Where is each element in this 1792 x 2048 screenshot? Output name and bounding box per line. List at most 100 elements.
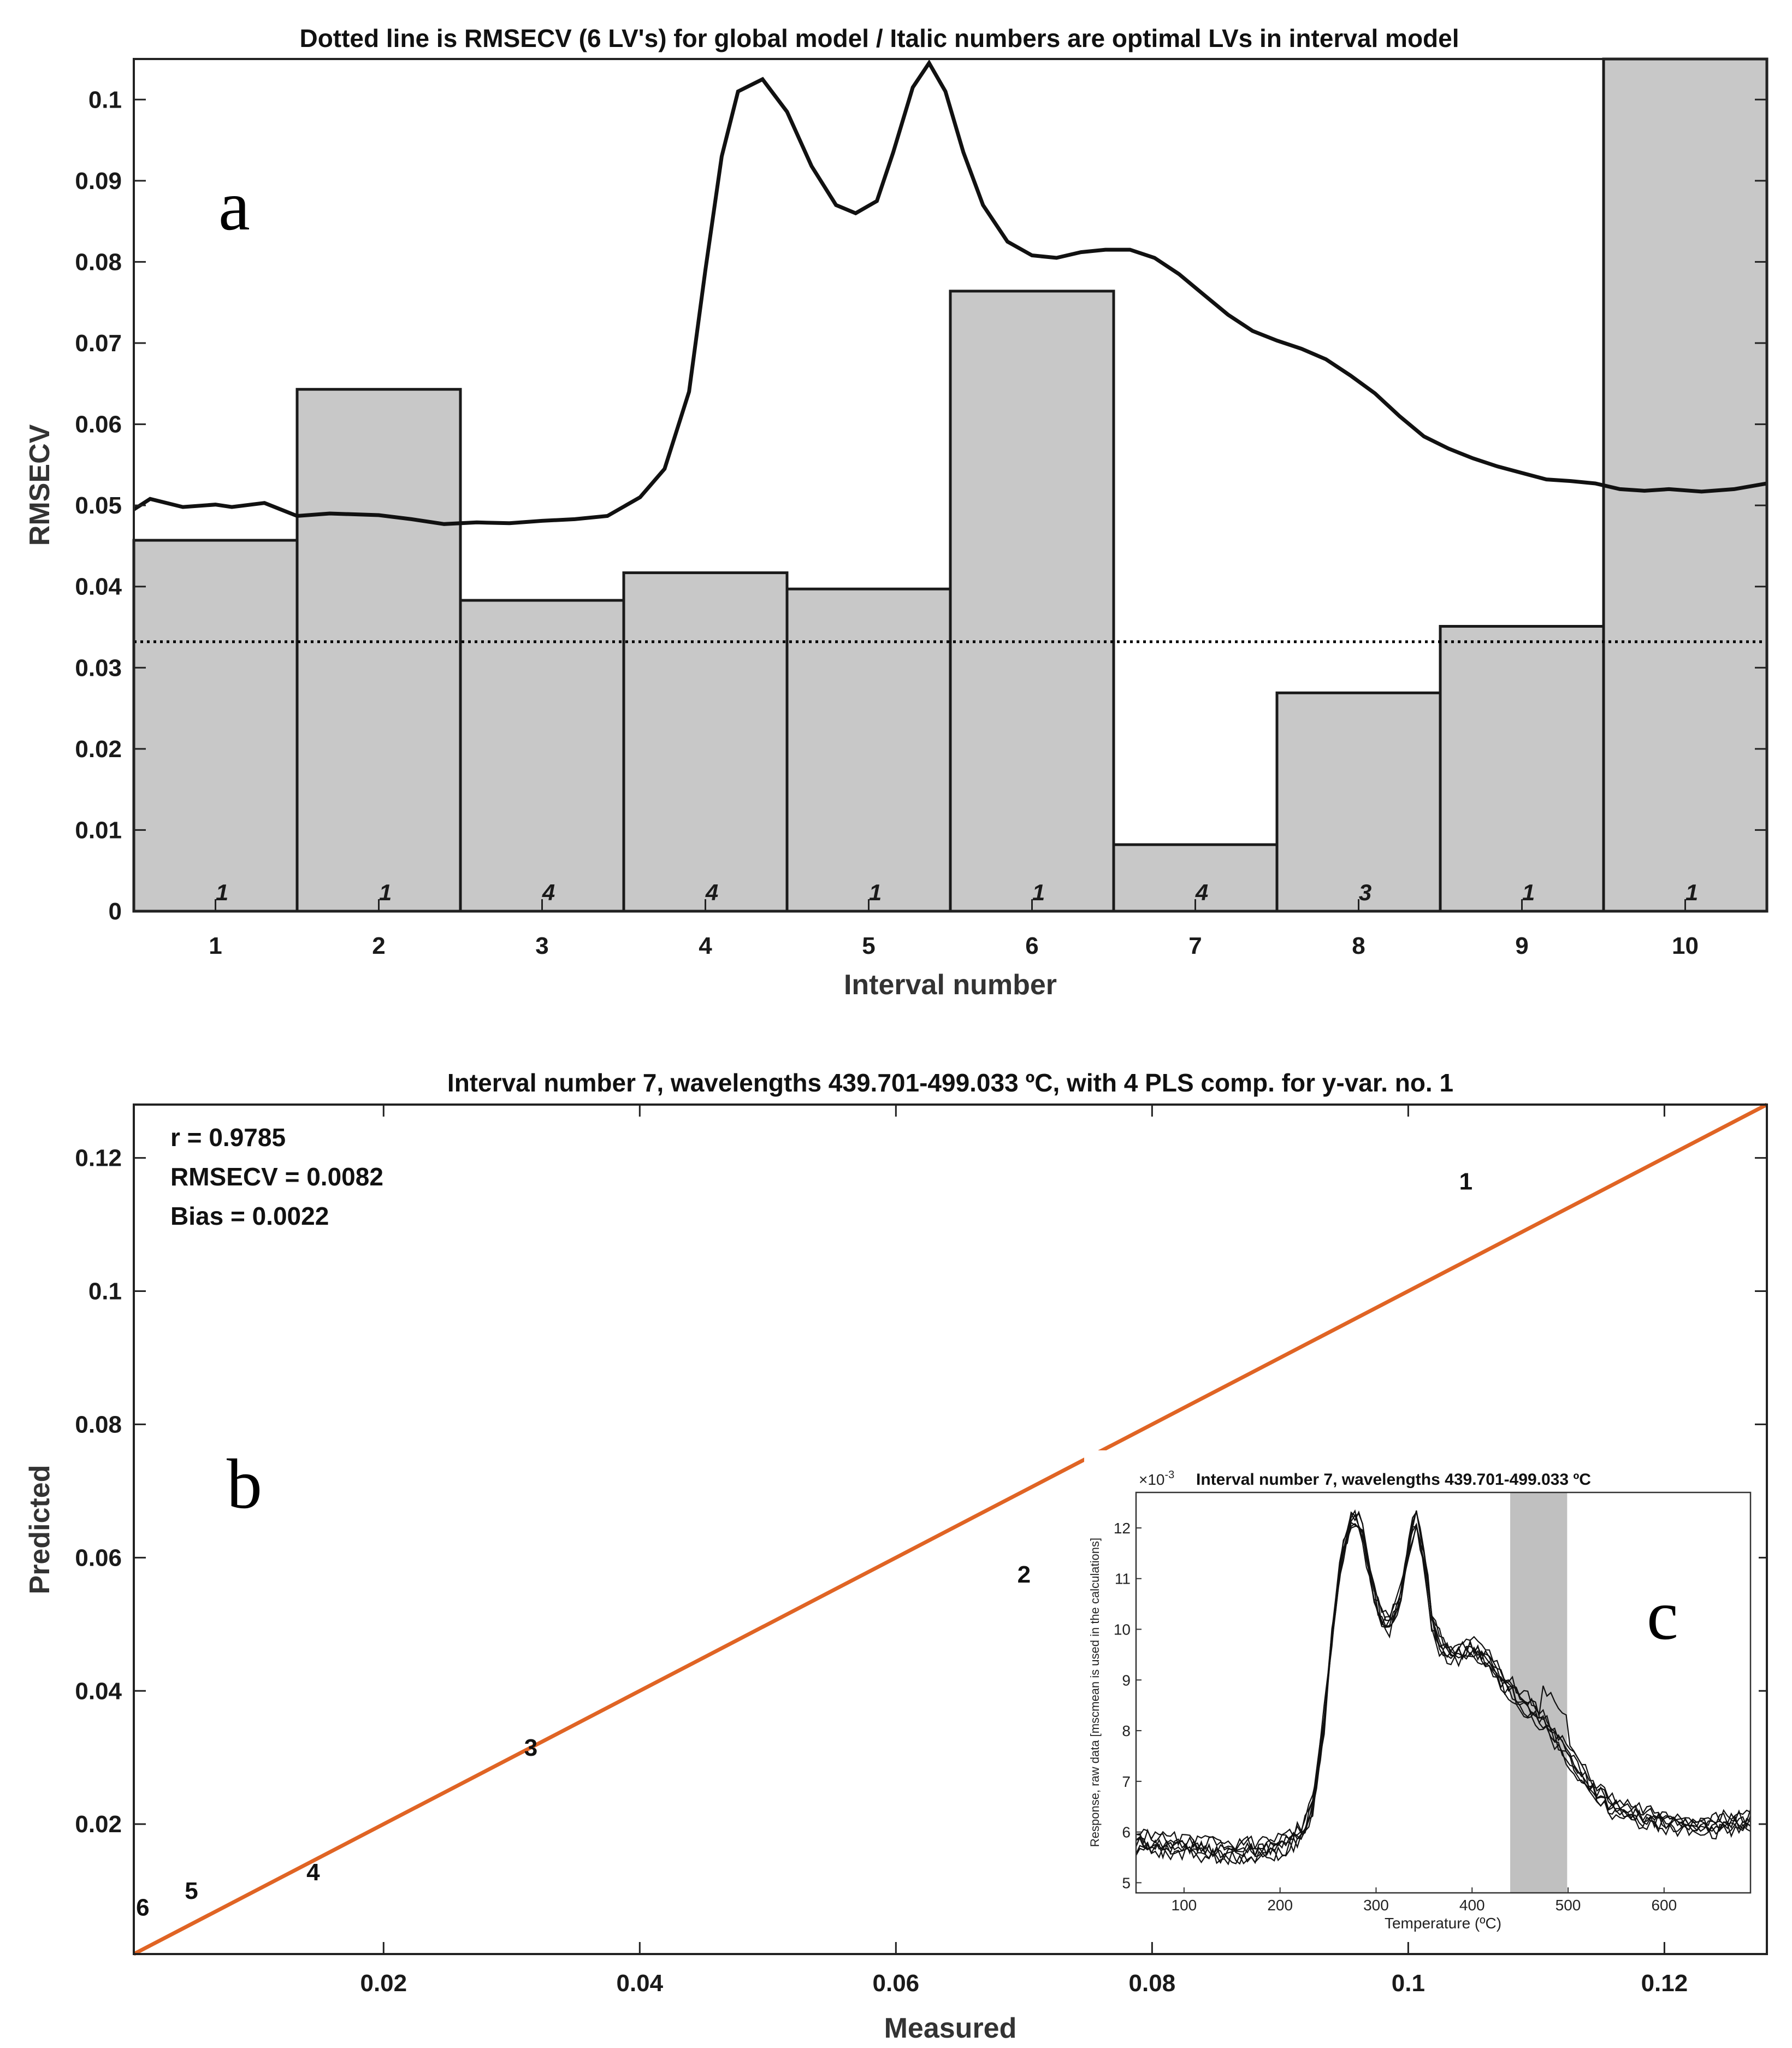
- spectrum-line-s6: [1135, 1522, 1751, 1865]
- spectrum-line-s2: [1135, 1510, 1752, 1860]
- mean-spectrum-line: [133, 59, 1767, 526]
- y-tick-label: 0.08: [75, 1411, 122, 1438]
- sample-point-4: 4: [306, 1859, 320, 1886]
- chart-c-ylabel: Response, raw data [mscmean is used in t…: [1088, 1538, 1102, 1847]
- chart-a-y-axis: 0 0.01 0.02 0.03 0.04 0.05 0.06 0.07 0.08 0.09 0.1: [75, 86, 1767, 925]
- sample-point-6: 6: [136, 1894, 149, 1921]
- sample-point-2: 2: [1018, 1561, 1031, 1588]
- chart-b-y-axis: 0.02 0.04 0.06 0.08 0.1 0.12: [75, 1145, 1767, 1838]
- x-tick-label: 3: [535, 932, 548, 959]
- chart-a: Dotted line is RMSECV (6 LV's) for globa…: [24, 24, 1769, 1001]
- lv-label: 1: [1685, 880, 1698, 905]
- lv-label: 4: [705, 880, 718, 905]
- bar-interval-8: [1275, 691, 1442, 913]
- y-tick-label: 0.04: [75, 574, 122, 600]
- x-tick-label: 400: [1459, 1897, 1485, 1914]
- bar-interval-3: [459, 599, 625, 913]
- lv-label: 1: [216, 880, 228, 905]
- x-tick-label: 2: [372, 932, 385, 959]
- chart-c-exponent-base: ×10: [1139, 1471, 1165, 1488]
- lv-label: 3: [1359, 880, 1371, 905]
- chart-a-ylabel: RMSECV: [24, 424, 56, 546]
- spectrum-line-s4: [1135, 1509, 1751, 1866]
- x-tick-label: 500: [1556, 1897, 1581, 1914]
- sample-point-5: 5: [185, 1878, 198, 1904]
- y-tick-label: 0.08: [75, 249, 122, 275]
- stat-rmsecv: RMSECV = 0.0082: [170, 1162, 383, 1191]
- chart-c-title: Interval number 7, wavelengths 439.701-4…: [1196, 1471, 1591, 1489]
- panel-label-b: b: [227, 1445, 262, 1524]
- x-tick-label: 100: [1172, 1897, 1197, 1914]
- lv-label: 4: [1195, 880, 1208, 905]
- x-tick-label: 9: [1515, 932, 1528, 959]
- y-tick-label: 8: [1122, 1722, 1131, 1739]
- y-tick-label: 0.12: [75, 1145, 122, 1172]
- bar-interval-2: [295, 388, 462, 913]
- panel-label-a: a: [218, 167, 250, 245]
- x-tick-label: 1: [209, 932, 222, 959]
- chart-c-y-axis: 5 6 7 8 9 10 11 12: [1114, 1520, 1142, 1891]
- x-tick-label: 200: [1267, 1897, 1293, 1914]
- y-tick-label: 0.01: [75, 817, 122, 843]
- lv-label: 1: [869, 880, 882, 905]
- chart-c-exponent-power: -3: [1165, 1469, 1175, 1481]
- x-tick-label: 0.08: [1129, 1970, 1176, 1997]
- x-tick-label: 0.1: [1392, 1970, 1425, 1997]
- chart-b-ylabel: Predicted: [24, 1465, 56, 1595]
- bar-interval-9: [1439, 625, 1605, 913]
- y-tick-label: 10: [1114, 1621, 1131, 1638]
- spectrum-line-s7: [1135, 1510, 1751, 1851]
- y-tick-label: 0: [109, 898, 122, 925]
- y-tick-label: 0.02: [75, 1811, 122, 1838]
- chart-c-background: [1084, 1450, 1759, 1934]
- chart-a-lv-labels: 1 1 4 4 1 1 4 3 1 1: [216, 880, 1698, 905]
- spectrum-line-s5: [1135, 1521, 1752, 1851]
- y-tick-label: 0.06: [75, 1544, 122, 1571]
- spectrum-line-s1: [1135, 1514, 1751, 1859]
- chart-a-title: Dotted line is RMSECV (6 LV's) for globa…: [299, 24, 1459, 52]
- x-tick-label: 8: [1352, 932, 1365, 959]
- x-tick-label: 7: [1188, 932, 1202, 959]
- chart-c: Interval number 7, wavelengths 439.701-4…: [1084, 1450, 1759, 1934]
- y-tick-label: 0.07: [75, 330, 122, 357]
- bar-interval-10: [1602, 57, 1769, 913]
- x-tick-label: 0.12: [1641, 1970, 1688, 1997]
- chart-b-frame: [133, 1103, 1768, 1955]
- chart-b: Interval number 7, wavelengths 439.701-4…: [24, 1069, 1768, 2044]
- x-tick-label: 4: [699, 932, 712, 959]
- chart-c-spectra: [1135, 1509, 1752, 1866]
- y-tick-label: 0.03: [75, 654, 122, 681]
- chart-c-xlabel: Temperature (ºC): [1385, 1915, 1501, 1932]
- x-tick-label: 300: [1363, 1897, 1389, 1914]
- chart-c-frame: [1135, 1491, 1752, 1894]
- selected-interval-band: [1510, 1492, 1568, 1893]
- chart-c-x-axis: 100 200 300 400 500 600: [1172, 1887, 1677, 1914]
- y-tick-label: 0.05: [75, 492, 122, 519]
- y-tick-label: 5: [1122, 1874, 1131, 1891]
- sample-point-3: 3: [524, 1734, 537, 1761]
- chart-a-frame: [133, 58, 1768, 912]
- y-tick-label: 0.09: [75, 168, 122, 194]
- chart-b-xlabel: Measured: [884, 2012, 1017, 2044]
- x-tick-label: 0.04: [616, 1970, 663, 1997]
- lv-label: 1: [1522, 880, 1535, 905]
- y-tick-label: 0.1: [88, 86, 122, 113]
- y-tick-label: 0.1: [88, 1278, 122, 1305]
- y-tick-label: 0.02: [75, 736, 122, 763]
- chart-a-x-axis: 1 2 3 4 5 6 7 8 9 10: [209, 899, 1699, 959]
- chart-c-exponent: ×10-3: [1139, 1469, 1174, 1488]
- y-tick-label: 6: [1122, 1824, 1131, 1841]
- spectrum-line-s3: [1135, 1524, 1751, 1858]
- y-tick-label: 7: [1122, 1773, 1131, 1790]
- x-tick-label: 0.06: [873, 1970, 920, 1997]
- y-tick-label: 0.06: [75, 411, 122, 438]
- y-tick-label: 9: [1122, 1672, 1131, 1689]
- panel-label-c: c: [1647, 1576, 1678, 1655]
- chart-b-title: Interval number 7, wavelengths 439.701-4…: [447, 1069, 1453, 1097]
- lv-label: 1: [379, 880, 392, 905]
- lv-label: 1: [1032, 880, 1045, 905]
- bar-interval-4: [622, 571, 789, 913]
- x-tick-label: 10: [1672, 932, 1699, 959]
